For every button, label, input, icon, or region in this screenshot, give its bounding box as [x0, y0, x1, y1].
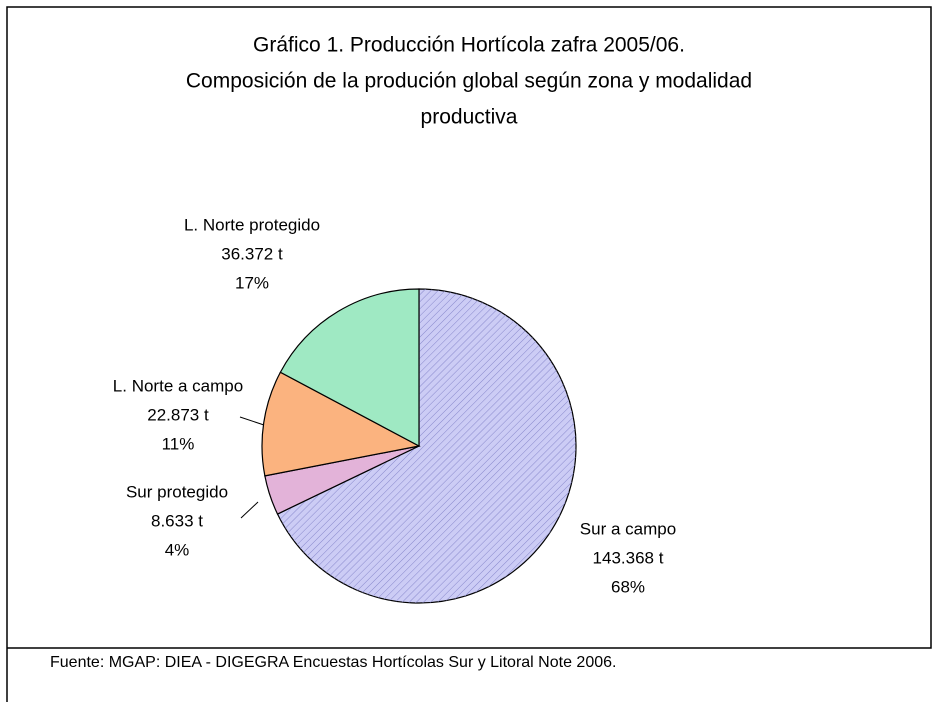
leader-line [240, 501, 259, 519]
value-label: 36.372 t [221, 244, 283, 263]
frame [6, 6, 932, 702]
source-note: Fuente: MGAP: DIEA - DIGEGRA Encuestas H… [50, 654, 616, 671]
pie-slice [279, 288, 420, 447]
percent-label: 4% [165, 540, 190, 559]
percent-label: 11% [162, 434, 195, 453]
slice-label: Sur a campo [580, 519, 676, 538]
chart-title: Composición de la produción global según… [186, 70, 752, 93]
percent-label: 68% [611, 577, 645, 596]
pie-slice [261, 371, 421, 477]
value-label: 22.873 t [147, 405, 209, 424]
chart-title: productiva [421, 106, 518, 129]
leader-line [239, 416, 265, 426]
value-label: 8.633 t [151, 511, 203, 530]
percent-label: 17% [235, 273, 269, 292]
chart-title: Gráfico 1. Producción Hortícola zafra 20… [253, 34, 685, 57]
slice-label: L. Norte protegido [184, 215, 320, 234]
slice-hatch [277, 289, 576, 603]
slice-label: L. Norte a campo [113, 376, 243, 395]
slice-label: Sur protegido [126, 482, 228, 501]
value-label: 143.368 t [593, 548, 664, 567]
